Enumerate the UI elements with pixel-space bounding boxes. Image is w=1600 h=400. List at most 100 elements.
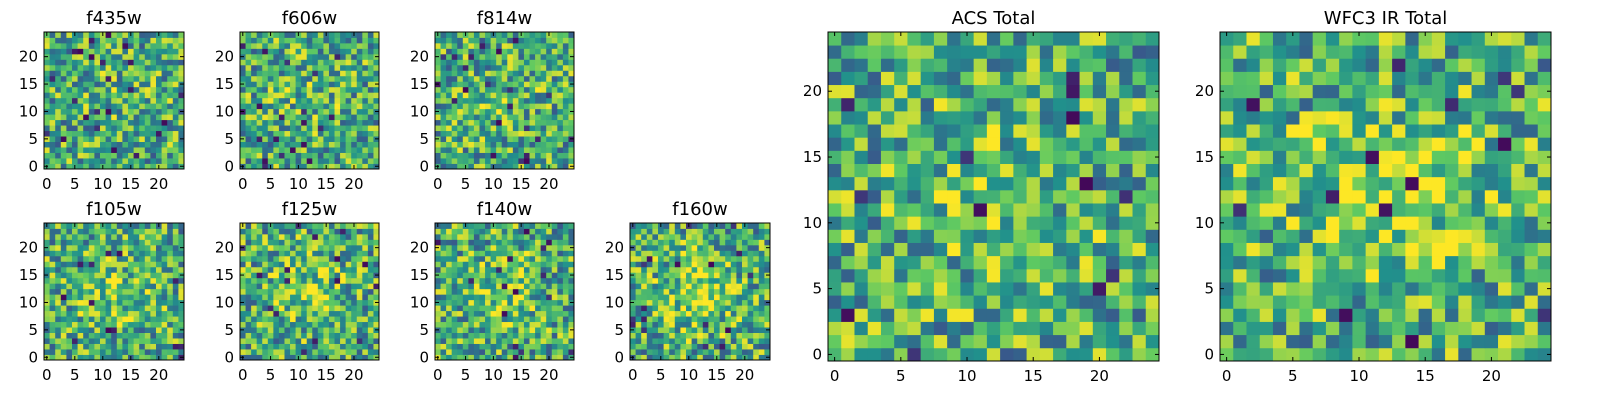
heatmap-cell xyxy=(94,53,101,60)
heatmap-cell xyxy=(686,321,692,328)
heatmap-cell xyxy=(295,316,302,323)
heatmap-cell xyxy=(161,261,168,268)
heatmap-cell xyxy=(960,150,975,164)
heatmap-cell xyxy=(691,272,698,279)
heatmap-cell xyxy=(77,244,84,251)
heatmap-cell xyxy=(111,108,118,115)
x-tick-label: 0 xyxy=(628,366,638,384)
heatmap-cell xyxy=(295,108,302,115)
heatmap-cell xyxy=(312,32,319,38)
heatmap-cell xyxy=(557,42,564,49)
heatmap-cell xyxy=(973,255,988,270)
heatmap-cell xyxy=(568,114,575,121)
heatmap-cell xyxy=(351,228,358,235)
heatmap-cell xyxy=(512,81,519,88)
heatmap-cell xyxy=(867,268,882,283)
heatmap-cell xyxy=(156,299,162,306)
heatmap-cell xyxy=(973,229,988,243)
heatmap-cell xyxy=(485,125,491,132)
heatmap-cell xyxy=(251,136,258,142)
heatmap-cell xyxy=(933,163,948,178)
heatmap-cell xyxy=(880,229,895,243)
heatmap-cell xyxy=(167,261,174,268)
heatmap-cell xyxy=(267,250,274,257)
heatmap-cell xyxy=(518,130,525,137)
heatmap-cell xyxy=(167,338,174,344)
heatmap-cell xyxy=(440,48,447,55)
heatmap-cell xyxy=(501,327,508,333)
heatmap-cell xyxy=(485,59,491,66)
heatmap-cell xyxy=(523,42,530,49)
heatmap-cell xyxy=(440,147,447,153)
heatmap-cell xyxy=(295,59,302,66)
heatmap-cell xyxy=(256,327,263,333)
heatmap-cell xyxy=(167,48,174,55)
heatmap-cell xyxy=(295,37,302,44)
heatmap-cell xyxy=(345,37,352,44)
heatmap-cell xyxy=(356,327,363,333)
heatmap-cell xyxy=(94,152,101,159)
heatmap-cell xyxy=(529,103,536,110)
heatmap-cell xyxy=(641,239,648,246)
heatmap-cell xyxy=(697,272,704,279)
heatmap-cell xyxy=(317,119,324,126)
heatmap-cell xyxy=(635,255,642,262)
heatmap-cell xyxy=(658,338,664,344)
heatmap-cell xyxy=(451,244,458,251)
heatmap-cell xyxy=(328,75,335,82)
heatmap-cell xyxy=(440,75,447,82)
heatmap-cell xyxy=(641,316,648,323)
heatmap-cell xyxy=(568,321,575,328)
heatmap-cell xyxy=(501,233,508,240)
heatmap-cell xyxy=(284,32,291,38)
heatmap-cell xyxy=(301,64,308,71)
heatmap-cell xyxy=(116,261,123,268)
x-tick-label: 10 xyxy=(484,175,503,193)
heatmap-cell xyxy=(306,86,313,93)
heatmap-cell xyxy=(150,141,157,148)
heatmap-cell xyxy=(512,272,519,279)
heatmap-cell xyxy=(172,343,179,350)
heatmap-cell xyxy=(646,310,653,317)
heatmap-cell xyxy=(630,332,636,339)
heatmap-cell xyxy=(462,92,469,99)
heatmap-cell xyxy=(345,136,352,142)
heatmap-cell xyxy=(641,332,648,339)
heatmap-cell xyxy=(501,97,508,104)
heatmap-cell xyxy=(94,332,101,339)
y-tick-label: 0 xyxy=(419,348,429,366)
heatmap-cell xyxy=(457,266,464,273)
heatmap-cell xyxy=(501,321,508,328)
heatmap-cell xyxy=(1079,255,1094,270)
heatmap-cell xyxy=(535,152,542,159)
heatmap-cell xyxy=(686,288,692,295)
heatmap-cell xyxy=(356,343,363,350)
heatmap-cell xyxy=(351,343,358,350)
heatmap-cell xyxy=(245,338,252,344)
heatmap-cell xyxy=(328,86,335,93)
heatmap-cell xyxy=(312,338,319,344)
heatmap-cell xyxy=(630,343,636,350)
heatmap-cell xyxy=(356,250,363,257)
heatmap-cell xyxy=(94,59,101,66)
heatmap-cell xyxy=(742,228,748,235)
heatmap-cell xyxy=(652,321,659,328)
heatmap-cell xyxy=(947,347,961,362)
heatmap-cell xyxy=(828,268,842,283)
heatmap-cell xyxy=(828,255,842,270)
heatmap-cell xyxy=(245,266,252,273)
heatmap-cell xyxy=(178,97,185,104)
heatmap-cell xyxy=(144,266,151,273)
heatmap-cell xyxy=(94,316,101,323)
heatmap-cell xyxy=(122,37,129,44)
heatmap-cell xyxy=(306,103,313,110)
heatmap-cell xyxy=(133,294,140,301)
heatmap-cell xyxy=(479,250,486,257)
heatmap-cell xyxy=(167,294,174,301)
heatmap-cell xyxy=(373,305,380,312)
heatmap-cell xyxy=(367,332,374,339)
heatmap-cell xyxy=(278,37,285,44)
heatmap-cell xyxy=(933,216,948,230)
heatmap-cell xyxy=(373,261,380,268)
